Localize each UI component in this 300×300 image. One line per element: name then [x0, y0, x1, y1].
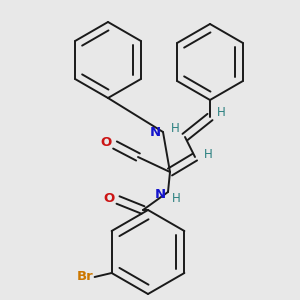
Text: H: H: [204, 148, 212, 161]
Text: H: H: [172, 191, 180, 205]
Text: O: O: [100, 136, 112, 149]
Text: Br: Br: [76, 271, 93, 284]
Text: H: H: [217, 106, 225, 118]
Text: O: O: [103, 191, 115, 205]
Text: H: H: [171, 122, 179, 136]
Text: N: N: [154, 188, 166, 200]
Text: N: N: [149, 125, 161, 139]
